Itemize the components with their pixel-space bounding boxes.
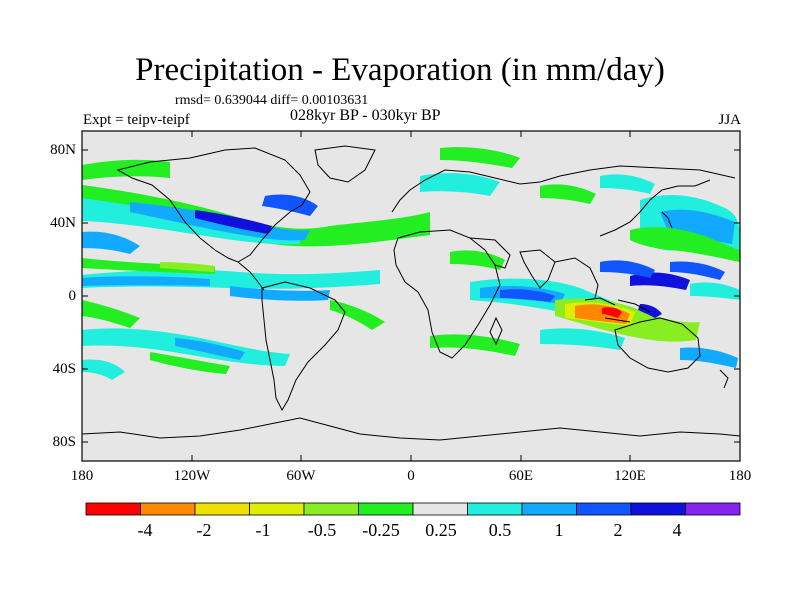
field-region — [82, 258, 215, 274]
colorbar-swatch — [630, 502, 686, 516]
colorbar-swatch — [412, 502, 468, 516]
colorbar-label: 4 — [672, 520, 682, 540]
europe-coast — [391, 165, 736, 213]
field-region — [82, 231, 140, 254]
field-region — [540, 328, 625, 350]
field-region — [690, 282, 740, 300]
x-tick-label: 60W — [286, 468, 316, 484]
colorbar-swatch — [194, 502, 250, 516]
colorbar-label: -0.5 — [307, 520, 337, 540]
field-region — [82, 300, 140, 328]
anomaly-field — [82, 147, 740, 380]
antarctica-coast — [82, 417, 740, 441]
colorbar-swatch — [140, 502, 196, 516]
colorbar-label: -0.25 — [362, 520, 400, 540]
y-tick-label: 0 — [68, 288, 77, 304]
indonesia-coast — [584, 297, 651, 323]
field-region — [82, 276, 210, 286]
field-region — [450, 250, 505, 270]
field-region — [150, 352, 230, 374]
colorbar-swatch — [249, 502, 305, 516]
colorbar-label: 0.5 — [488, 520, 512, 540]
field-region — [540, 184, 596, 204]
colorbar-swatch — [685, 502, 741, 516]
x-tick-label: 60E — [508, 468, 534, 484]
field-region — [82, 159, 170, 180]
field-region — [440, 147, 520, 168]
colorbar-label: 0.25 — [425, 520, 457, 540]
south-america-coast — [261, 281, 346, 412]
y-tick-label: 40N — [50, 215, 76, 231]
colorbar-swatch — [303, 502, 359, 516]
colorbar — [85, 502, 741, 516]
field-region — [330, 300, 385, 330]
season-label: JJA — [718, 112, 741, 128]
central-america-coast — [237, 261, 265, 291]
y-tick-label: 80N — [50, 142, 76, 158]
field-region — [630, 227, 740, 262]
east-asia-coast — [599, 179, 711, 237]
greenland-coast — [314, 145, 376, 183]
field-region — [262, 194, 318, 216]
colorbar-label: -4 — [137, 520, 153, 540]
field-region — [638, 304, 662, 318]
x-tick-label: 0 — [407, 468, 415, 484]
field-region — [600, 260, 655, 278]
north-america-coast — [116, 147, 311, 263]
field-region — [82, 185, 430, 247]
arabia-coast — [469, 237, 511, 269]
field-region — [500, 289, 555, 302]
map-title: Precipitation - Evaporation (in mm/day) — [135, 52, 665, 88]
field-region — [680, 347, 738, 368]
colorbar-swatch — [358, 502, 414, 516]
colorbar-swatch — [467, 502, 523, 516]
field-region — [230, 286, 330, 301]
axis-ticks — [82, 131, 740, 461]
y-tick-label: 80S — [52, 434, 76, 450]
field-region — [670, 261, 725, 280]
colorbar-label: 2 — [613, 520, 623, 540]
southeast-asia-coast — [554, 257, 599, 299]
field-region — [82, 359, 125, 380]
field-region — [420, 173, 500, 196]
x-tick-label: 120E — [614, 468, 646, 484]
period-subtitle: 028kyr BP - 030kyr BP — [290, 107, 441, 124]
rmsd-diff-stats: rmsd= 0.639044 diff= 0.00103631 — [175, 93, 369, 108]
y-tick-label: 40S — [52, 361, 76, 377]
experiment-label: Expt = teipv-teipf — [83, 112, 190, 128]
new-zealand-coast — [719, 369, 729, 389]
field-region — [602, 307, 622, 318]
australia-coast — [614, 317, 701, 373]
field-region — [195, 210, 272, 234]
colorbar-label: 1 — [554, 520, 564, 540]
colorbar-swatch — [521, 502, 577, 516]
field-region — [630, 272, 690, 290]
colorbar-swatch — [576, 502, 632, 516]
colorbar-swatch — [85, 502, 141, 516]
field-region — [175, 338, 245, 360]
colorbar-label: -2 — [196, 520, 212, 540]
x-tick-label: 180 — [70, 468, 94, 484]
x-tick-label: 180 — [728, 468, 752, 484]
colorbar-label: -1 — [255, 520, 271, 540]
japan-coast — [661, 211, 673, 229]
coastlines — [82, 145, 740, 441]
x-tick-label: 120W — [173, 468, 211, 484]
india-coast — [519, 249, 556, 289]
field-region — [600, 174, 655, 194]
field-region — [160, 262, 215, 272]
madagascar-coast — [489, 316, 503, 346]
